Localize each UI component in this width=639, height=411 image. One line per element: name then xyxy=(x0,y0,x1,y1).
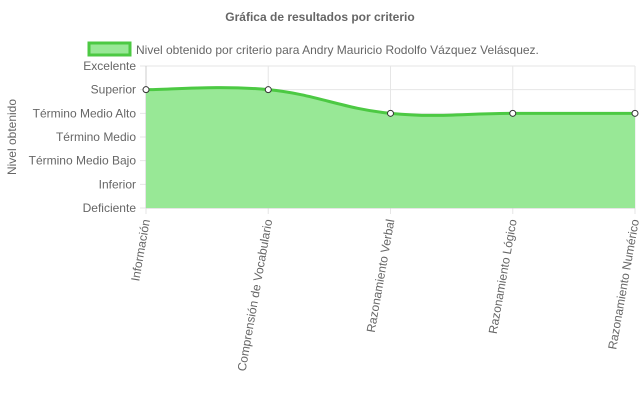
x-tick-label: Comprensión de Vocabulario xyxy=(235,218,276,373)
data-point[interactable] xyxy=(387,109,394,117)
legend-label[interactable]: Nivel obtenido por criterio para Andry M… xyxy=(136,43,539,57)
y-tick-label: Deficiente xyxy=(83,201,137,215)
x-tick-label: Razonamiento Verbal xyxy=(364,218,398,333)
data-point[interactable] xyxy=(631,109,639,117)
x-axis-ticks: Información Comprensión de Vocabulario Raz… xyxy=(128,218,639,373)
y-tick-label: Excelente xyxy=(83,59,136,73)
y-tick-label: Superior xyxy=(91,83,136,97)
series-area xyxy=(146,87,635,208)
y-tick-label: Término Medio xyxy=(56,130,136,144)
data-point[interactable] xyxy=(509,109,517,117)
legend[interactable]: Nivel obtenido por criterio para Andry M… xyxy=(87,41,539,57)
legend-swatch[interactable] xyxy=(87,41,132,57)
x-tick-label: Razonamiento Lógico xyxy=(486,218,520,335)
data-point[interactable] xyxy=(142,86,150,94)
y-tick-label: Término Medio Alto xyxy=(33,106,137,120)
y-axis-label: Nivel obtenido xyxy=(5,99,19,175)
y-axis-ticks: Deficiente Inferior Término Medio Bajo Térm… xyxy=(29,59,137,215)
x-tick-label: Información xyxy=(128,218,153,282)
y-tick-label: Inferior xyxy=(99,177,136,191)
data-points[interactable] xyxy=(142,86,639,117)
data-point[interactable] xyxy=(264,86,272,94)
x-tick-label: Razonamiento Numérico xyxy=(605,218,639,351)
chart-title: Gráfica de resultados por criterio xyxy=(225,10,414,24)
y-tick-label: Término Medio Bajo xyxy=(29,154,137,168)
